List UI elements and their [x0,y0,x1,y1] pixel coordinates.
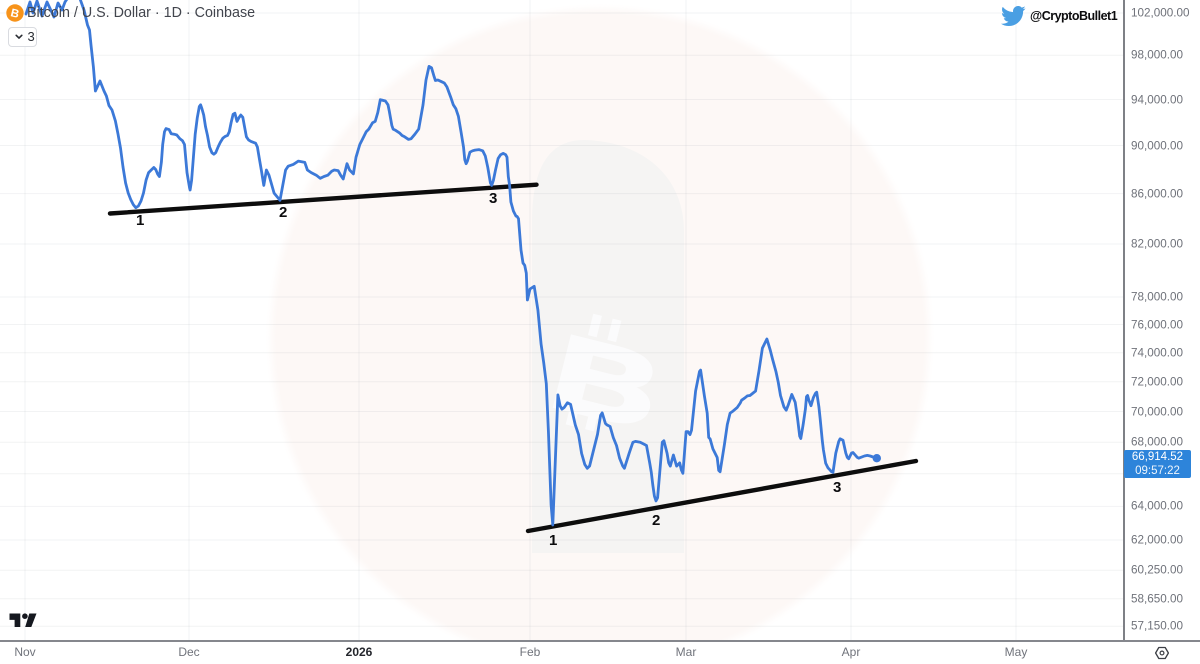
svg-text:2: 2 [279,204,287,221]
svg-text:3: 3 [833,479,841,496]
svg-text:1: 1 [549,532,557,549]
svg-text:2: 2 [652,512,660,529]
svg-text:1: 1 [136,212,144,229]
svg-text:B: B [9,7,20,21]
svg-text:3: 3 [489,190,497,207]
